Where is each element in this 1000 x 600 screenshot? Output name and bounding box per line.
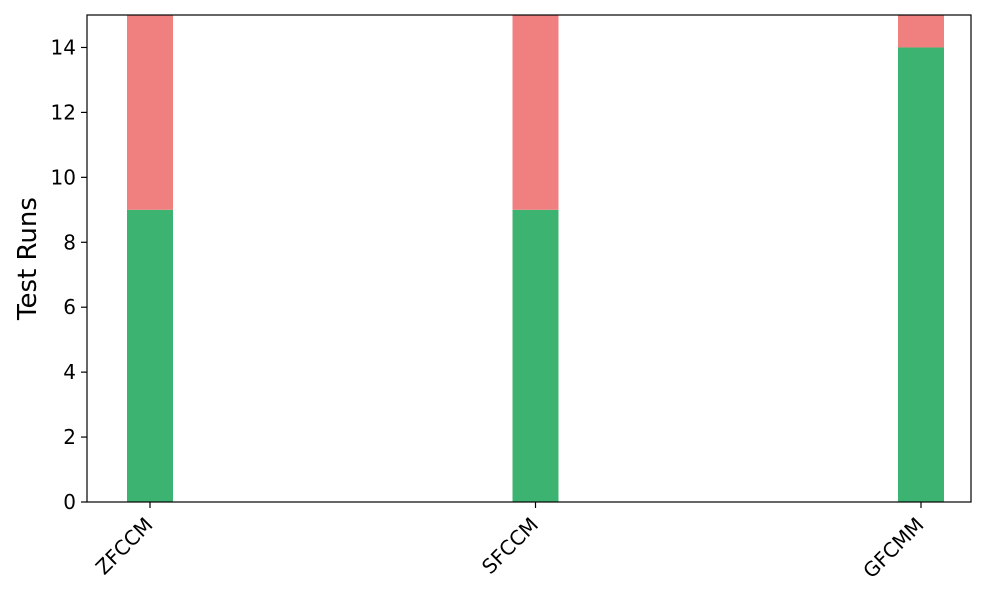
y-tick-label: 10	[51, 165, 76, 189]
y-tick-label: 8	[63, 230, 76, 254]
bar-segment-zfccm-series-2	[127, 15, 173, 210]
x-axis: ZFCCM SFCCM GFCMM	[91, 502, 929, 583]
y-tick-label: 14	[51, 35, 76, 59]
y-axis: 0 2 4 6 8 10 12 14	[51, 35, 87, 514]
bar-segment-gfcmm-series-1	[898, 47, 944, 502]
y-tick-label: 6	[63, 295, 76, 319]
y-axis-title: Test Runs	[13, 197, 43, 321]
bars-layer	[127, 15, 944, 503]
x-tick-label-zfccm: ZFCCM	[91, 513, 158, 580]
y-tick-label: 12	[51, 100, 76, 124]
plot-frame	[86, 14, 972, 503]
y-tick-label: 0	[63, 490, 76, 514]
x-tick-label-gfcmm: GFCMM	[858, 513, 928, 583]
bar-segment-sfccm-series-2	[512, 15, 559, 210]
y-tick-label: 4	[63, 360, 76, 384]
bar-segment-sfccm-series-1	[512, 209, 559, 503]
bar-segment-zfccm-series-1	[127, 209, 173, 503]
x-tick-label-sfccm: SFCCM	[477, 513, 543, 579]
y-tick-label: 2	[63, 425, 76, 449]
bar-segment-gfcmm-series-2	[898, 15, 944, 48]
